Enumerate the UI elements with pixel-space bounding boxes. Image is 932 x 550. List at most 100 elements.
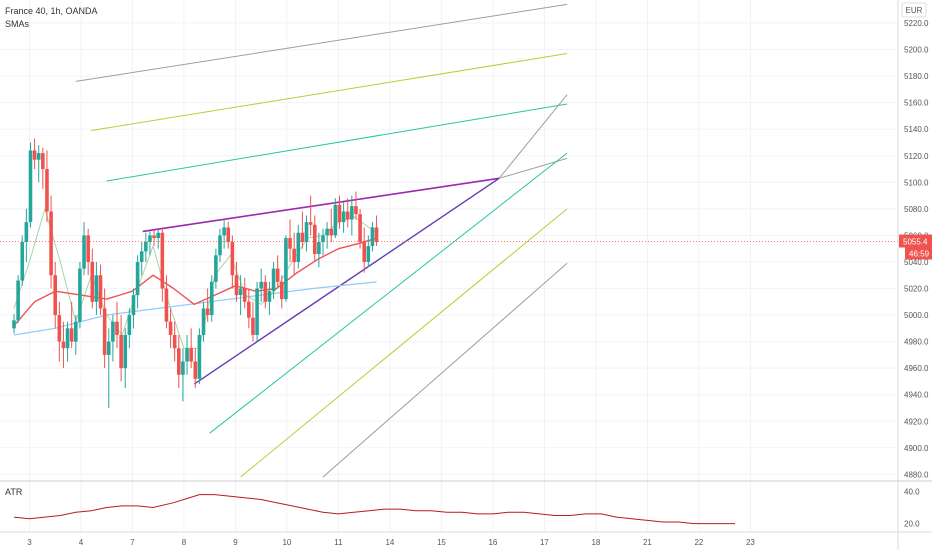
- candles-group[interactable]: [12, 138, 379, 408]
- candle[interactable]: [152, 230, 156, 247]
- candle[interactable]: [32, 138, 37, 170]
- candle[interactable]: [205, 288, 210, 322]
- candle[interactable]: [329, 208, 334, 243]
- candle[interactable]: [148, 231, 152, 256]
- candle[interactable]: [370, 222, 375, 252]
- candle[interactable]: [226, 222, 231, 249]
- candle[interactable]: [189, 328, 193, 369]
- trendline[interactable]: [498, 94, 568, 179]
- candle[interactable]: [296, 224, 301, 269]
- candle[interactable]: [251, 301, 255, 342]
- candle[interactable]: [131, 288, 136, 329]
- atr-panel[interactable]: [13, 494, 735, 525]
- indicator-label[interactable]: SMAs: [5, 19, 30, 29]
- candle[interactable]: [69, 301, 74, 349]
- candle[interactable]: [168, 308, 173, 349]
- candle[interactable]: [53, 261, 57, 329]
- trendline-group[interactable]: [75, 3, 568, 478]
- candle[interactable]: [280, 275, 284, 309]
- candle[interactable]: [267, 281, 272, 316]
- candle[interactable]: [177, 334, 181, 389]
- candle[interactable]: [197, 328, 202, 385]
- candle[interactable]: [36, 145, 41, 183]
- candle[interactable]: [300, 211, 305, 249]
- candle[interactable]: [238, 275, 243, 316]
- candle[interactable]: [234, 261, 239, 302]
- candle[interactable]: [292, 232, 296, 276]
- symbol-title[interactable]: France 40, 1h, OANDA: [5, 6, 98, 16]
- candle[interactable]: [49, 195, 53, 289]
- candle[interactable]: [160, 227, 165, 302]
- candle[interactable]: [74, 315, 78, 355]
- trendline[interactable]: [75, 3, 568, 82]
- candle[interactable]: [366, 235, 371, 268]
- candle[interactable]: [90, 248, 95, 309]
- candle[interactable]: [255, 281, 259, 342]
- candle[interactable]: [12, 313, 16, 334]
- candle[interactable]: [20, 235, 25, 286]
- candle[interactable]: [139, 242, 144, 276]
- candle[interactable]: [123, 328, 128, 389]
- candle[interactable]: [350, 195, 354, 236]
- candle[interactable]: [312, 215, 317, 262]
- candle[interactable]: [214, 248, 218, 289]
- trendline[interactable]: [142, 177, 500, 233]
- candle[interactable]: [337, 195, 342, 229]
- candle[interactable]: [41, 147, 45, 189]
- candle[interactable]: [354, 191, 358, 220]
- candle[interactable]: [374, 215, 379, 247]
- candle[interactable]: [308, 195, 313, 236]
- candle[interactable]: [263, 275, 268, 309]
- candle[interactable]: [288, 219, 292, 262]
- candle[interactable]: [247, 288, 251, 329]
- candle[interactable]: [61, 321, 66, 369]
- candle[interactable]: [106, 328, 111, 408]
- trendline[interactable]: [106, 103, 568, 182]
- candle[interactable]: [317, 232, 321, 268]
- candle[interactable]: [24, 208, 29, 262]
- candle[interactable]: [86, 228, 90, 276]
- candle[interactable]: [222, 219, 226, 249]
- candle[interactable]: [193, 348, 198, 389]
- candle[interactable]: [102, 288, 107, 369]
- candle[interactable]: [127, 308, 132, 349]
- candle[interactable]: [57, 301, 62, 362]
- candle[interactable]: [218, 228, 222, 262]
- trendline[interactable]: [209, 152, 568, 434]
- candle[interactable]: [341, 202, 346, 233]
- candle[interactable]: [45, 150, 49, 223]
- atr-label[interactable]: ATR: [5, 487, 23, 497]
- candle[interactable]: [242, 277, 247, 309]
- trendline[interactable]: [322, 262, 568, 478]
- candle[interactable]: [65, 321, 70, 362]
- candle[interactable]: [321, 228, 325, 256]
- candle[interactable]: [345, 198, 350, 228]
- candle[interactable]: [78, 261, 82, 329]
- candle[interactable]: [201, 301, 206, 342]
- candle[interactable]: [271, 261, 276, 300]
- candle[interactable]: [333, 198, 338, 239]
- trendline[interactable]: [240, 208, 568, 478]
- candle[interactable]: [209, 275, 214, 322]
- candle[interactable]: [111, 315, 115, 362]
- candle[interactable]: [275, 255, 280, 289]
- candle[interactable]: [94, 261, 99, 316]
- candle[interactable]: [98, 264, 103, 316]
- candle[interactable]: [156, 230, 160, 249]
- candle[interactable]: [172, 321, 177, 362]
- candle[interactable]: [185, 334, 189, 375]
- candle[interactable]: [119, 315, 123, 382]
- candle[interactable]: [144, 232, 148, 262]
- candle[interactable]: [362, 227, 366, 273]
- candle[interactable]: [82, 222, 86, 276]
- trendline[interactable]: [193, 177, 500, 385]
- candle[interactable]: [28, 142, 33, 228]
- candle[interactable]: [181, 348, 185, 402]
- candle[interactable]: [259, 268, 263, 302]
- candle[interactable]: [304, 215, 309, 252]
- candle[interactable]: [16, 275, 20, 324]
- trendline[interactable]: [91, 53, 568, 132]
- candle[interactable]: [135, 255, 140, 309]
- candle[interactable]: [115, 301, 119, 349]
